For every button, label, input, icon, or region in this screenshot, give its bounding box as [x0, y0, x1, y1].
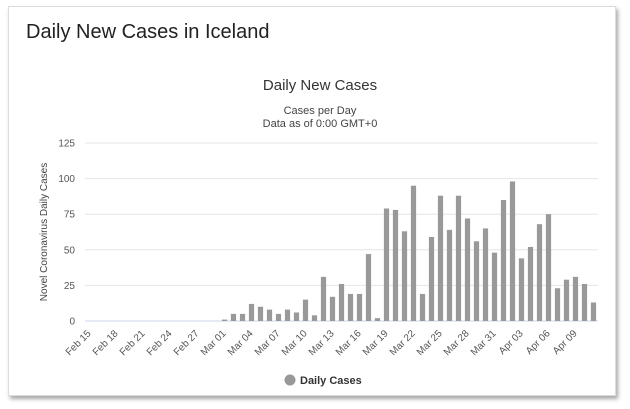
- bar-mar-22[interactable]: [410, 185, 417, 321]
- bar-mar-26[interactable]: [446, 229, 453, 321]
- y-axis-label: Novel Coronavirus Daily Cases: [39, 163, 50, 301]
- bar-apr-04[interactable]: [527, 246, 534, 321]
- bar-mar-27[interactable]: [455, 195, 462, 321]
- bar-mar-19[interactable]: [383, 208, 390, 322]
- bar-mar-13[interactable]: [329, 296, 336, 321]
- bar-mar-10[interactable]: [302, 299, 309, 321]
- x-tick-label: Feb 18: [91, 328, 121, 358]
- bar-mar-11[interactable]: [311, 315, 318, 321]
- legend-label-daily-cases[interactable]: Daily Cases: [300, 375, 362, 387]
- x-tick-label: Mar 16: [334, 328, 364, 358]
- x-tick-label: Feb 15: [64, 328, 94, 358]
- x-tick-label: Apr 09: [551, 328, 580, 357]
- bar-mar-18[interactable]: [374, 318, 381, 321]
- bar-apr-05[interactable]: [536, 224, 543, 321]
- bar-mar-31[interactable]: [491, 252, 498, 321]
- bar-apr-08[interactable]: [563, 279, 570, 321]
- y-tick-label: 0: [69, 317, 75, 328]
- x-tick-label: Mar 10: [280, 328, 310, 358]
- x-tick-label: Mar 13: [307, 328, 337, 358]
- bar-apr-11[interactable]: [590, 302, 597, 321]
- bar-mar-04[interactable]: [248, 303, 255, 321]
- bars: [221, 181, 597, 322]
- bar-mar-23[interactable]: [419, 293, 426, 321]
- chart-subtitle-line-1: Cases per Day: [284, 105, 357, 117]
- y-tick-label: 25: [64, 281, 76, 292]
- x-tick-label: Feb 27: [172, 328, 202, 358]
- x-tick-label: Mar 07: [253, 328, 283, 358]
- bar-mar-29[interactable]: [473, 241, 480, 321]
- bar-mar-24[interactable]: [428, 236, 435, 321]
- x-tick-label: Mar 04: [226, 328, 256, 358]
- bar-mar-08[interactable]: [284, 309, 291, 321]
- y-tick-label: 50: [64, 245, 76, 256]
- bar-mar-16[interactable]: [356, 293, 363, 321]
- bar-mar-15[interactable]: [347, 293, 354, 321]
- x-tick-label: Apr 03: [497, 328, 526, 357]
- x-tick-label: Feb 24: [145, 328, 175, 358]
- x-tick-label: Mar 31: [469, 328, 499, 358]
- y-tick-label: 125: [58, 139, 75, 150]
- bar-mar-14[interactable]: [338, 283, 345, 321]
- bar-mar-30[interactable]: [482, 228, 489, 321]
- bar-apr-07[interactable]: [554, 288, 561, 321]
- bar-apr-09[interactable]: [572, 276, 579, 321]
- bar-mar-01[interactable]: [221, 319, 228, 321]
- y-tick-label: 75: [64, 210, 76, 221]
- bar-mar-05[interactable]: [257, 306, 264, 321]
- bar-mar-21[interactable]: [401, 231, 408, 321]
- bar-mar-12[interactable]: [320, 276, 327, 321]
- bar-apr-01[interactable]: [500, 199, 507, 321]
- bar-mar-25[interactable]: [437, 195, 444, 321]
- bar-mar-07[interactable]: [275, 313, 282, 321]
- x-tick-label: Feb 21: [118, 328, 148, 358]
- chart-subtitle-line-2: Data as of 0:00 GMT+0: [263, 118, 378, 130]
- x-tick-label: Mar 19: [361, 328, 391, 358]
- x-tick-label: Mar 22: [388, 328, 418, 358]
- y-tick-label: 100: [58, 174, 75, 185]
- bar-apr-03[interactable]: [518, 258, 525, 321]
- bar-mar-17[interactable]: [365, 254, 372, 321]
- bar-apr-06[interactable]: [545, 214, 552, 321]
- bar-apr-10[interactable]: [581, 283, 588, 321]
- x-tick-label: Mar 01: [199, 328, 229, 358]
- x-tick-label: Mar 28: [442, 328, 472, 358]
- x-tick-label: Apr 06: [524, 328, 553, 357]
- bar-mar-03[interactable]: [239, 313, 246, 321]
- bar-mar-09[interactable]: [293, 312, 300, 321]
- x-tick-label: Mar 25: [415, 328, 445, 358]
- bar-mar-02[interactable]: [230, 313, 237, 321]
- bar-mar-20[interactable]: [392, 209, 399, 321]
- legend[interactable]: Daily Cases: [284, 374, 362, 388]
- bar-apr-02[interactable]: [509, 181, 516, 321]
- chart-title: Daily New Cases: [263, 77, 377, 94]
- bar-mar-06[interactable]: [266, 309, 273, 321]
- legend-marker: [284, 374, 296, 386]
- bar-mar-28[interactable]: [464, 218, 471, 321]
- page-title: Daily New Cases in Iceland: [26, 21, 270, 43]
